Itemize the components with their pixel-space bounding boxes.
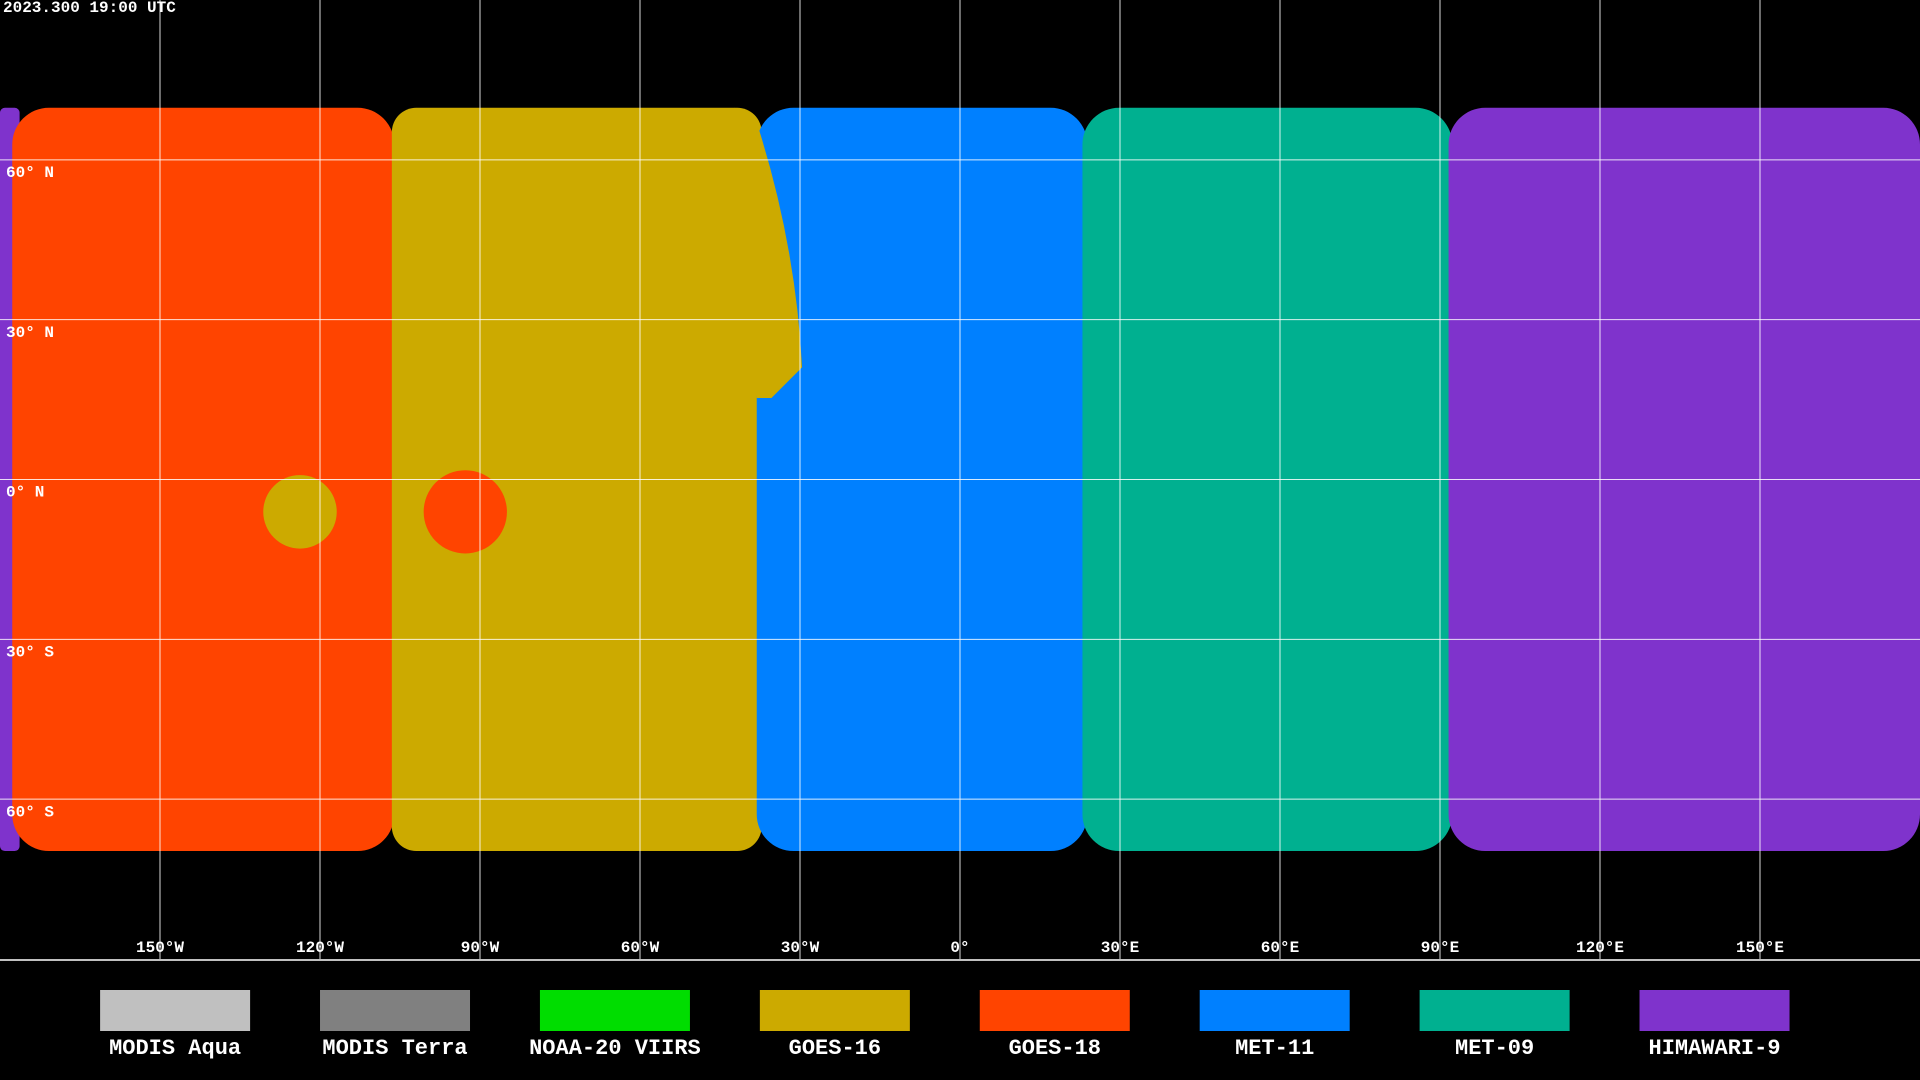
longitude-label: 30°E (1101, 939, 1139, 957)
legend-label: NOAA-20 VIIRS (529, 1036, 701, 1061)
longitude-label: 90°W (461, 939, 500, 957)
legend-label: MET-11 (1235, 1036, 1314, 1061)
legend-label: GOES-18 (1009, 1036, 1101, 1061)
legend-swatch (979, 990, 1130, 1031)
legend-swatch (1199, 990, 1350, 1031)
longitude-label: 60°E (1261, 939, 1299, 957)
latitude-label: 0° N (6, 484, 44, 502)
legend-label: MODIS Aqua (109, 1036, 241, 1061)
legend-swatch (759, 990, 910, 1031)
legend-swatch (1639, 990, 1790, 1031)
timestamp: 2023.300 19:00 UTC (3, 0, 176, 17)
longitude-label: 120°W (296, 939, 344, 957)
longitude-label: 60°W (621, 939, 660, 957)
legend-label: HIMAWARI-9 (1649, 1036, 1781, 1061)
legend-label: GOES-16 (789, 1036, 881, 1061)
legend-swatch (320, 990, 471, 1031)
graticule: 150°W 120°W 90°W 60°W 30°W 0° 30°E 60°E 90°E 120°… (0, 0, 1920, 959)
longitude-label: 150°W (136, 939, 184, 957)
legend-swatch (539, 990, 690, 1031)
longitude-label: 0° (950, 939, 969, 957)
latitude-label: 60° N (6, 164, 54, 182)
coverage-gap (423, 470, 507, 554)
latitude-label: 30° S (6, 644, 54, 662)
legend-label: MET-09 (1455, 1036, 1534, 1061)
latitude-label: 60° S (6, 803, 54, 821)
longitude-label: 30°W (781, 939, 820, 957)
legend: MODIS Aqua MODIS Terra NOAA-20 VIIRS GOES-1… (100, 990, 1790, 1061)
longitude-label: 90°E (1421, 939, 1459, 957)
coverage-gap (263, 475, 337, 549)
legend-label: MODIS Terra (322, 1036, 467, 1061)
coverage-region (734, 107, 803, 398)
longitude-label: 150°E (1736, 939, 1784, 957)
legend-swatch (1419, 990, 1570, 1031)
longitude-label: 120°E (1576, 939, 1624, 957)
latitude-label: 30° N (6, 324, 54, 342)
legend-swatch (100, 990, 251, 1031)
